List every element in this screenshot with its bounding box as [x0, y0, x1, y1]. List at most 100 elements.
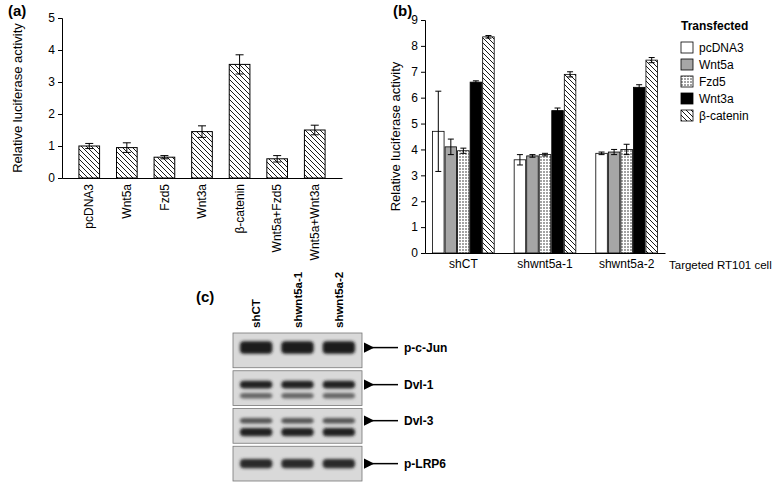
- tick-mark: [421, 149, 425, 150]
- x-axis: pcDNA3Wnt5aFzd5Wnt3aβ-cateninWnt5a+Fzd5W…: [63, 179, 343, 261]
- x-tick: shwnt5a-2: [599, 257, 655, 271]
- blot-panel: [233, 446, 362, 481]
- bar: [552, 111, 564, 253]
- axis-line: [421, 21, 426, 254]
- y-tick: 4: [48, 43, 62, 57]
- arrow: [372, 347, 398, 349]
- blot-band: [281, 341, 313, 354]
- error-bar: [555, 108, 561, 113]
- blot-panel: [233, 333, 362, 368]
- tick-mark: [421, 175, 425, 176]
- y-tick: 2: [411, 195, 425, 209]
- axis-line: [63, 178, 343, 179]
- x-tick: pcDNA3: [82, 184, 96, 229]
- tick-label: 0: [48, 171, 55, 185]
- error-bar: [542, 153, 548, 156]
- error-bar: [123, 143, 131, 153]
- x-tick: Wnt5a: [120, 184, 134, 219]
- bar: [539, 155, 551, 253]
- legend: Transfected pcDNA3 Wnt5a Fzd5 Wnt3a β-catenin: [681, 19, 749, 123]
- blot-panel: [233, 371, 362, 406]
- y-tick: 0: [411, 246, 425, 260]
- bar: [608, 152, 620, 253]
- blot-band: [281, 459, 313, 468]
- legend-swatch: [681, 110, 693, 121]
- bar: [633, 87, 645, 253]
- error-bar: [198, 126, 206, 138]
- axis-line: [58, 19, 63, 179]
- tick-label: shwnt5a-2: [599, 257, 655, 271]
- blot-row: [233, 371, 362, 406]
- panel-label: (b): [393, 2, 412, 19]
- row-label: Dvl-3: [404, 414, 434, 428]
- blot-band: [323, 459, 355, 468]
- tick-label: Wnt5a+Wnt3a: [308, 184, 322, 261]
- x-tick: Wnt5a+Wnt3a: [308, 184, 322, 261]
- tick-mark: [421, 98, 425, 99]
- tick-mark: [58, 114, 62, 115]
- arrow: [372, 463, 398, 465]
- blot-band: [240, 459, 272, 468]
- blot-band: [323, 381, 355, 389]
- y-tick: 1: [411, 220, 425, 234]
- x-tick: Wnt5a+Fzd5: [270, 184, 284, 253]
- legend-label: pcDNA3: [699, 41, 744, 55]
- blot-row: [233, 409, 362, 444]
- blot-band: [323, 428, 355, 436]
- tick-label: β-catenin: [233, 184, 247, 234]
- tick-mark: [58, 178, 62, 179]
- blot-band: [281, 393, 313, 399]
- x-tick: shwnt5a-1: [517, 257, 573, 271]
- y-tick: 2: [48, 107, 62, 121]
- tick-mark: [58, 146, 62, 147]
- blot-band: [323, 341, 355, 354]
- legend-title: Transfected: [681, 19, 748, 33]
- panel-label: (a): [8, 2, 26, 19]
- y-tick: 9: [411, 13, 425, 27]
- legend-swatch: [681, 59, 693, 70]
- y-tick: 0: [48, 171, 62, 185]
- legend-swatch: [681, 93, 693, 104]
- blot-row: [233, 333, 362, 368]
- tick-label: 8: [411, 39, 418, 53]
- error-bar: [473, 81, 479, 84]
- error-bar: [529, 155, 535, 158]
- tick-label: shwnt5a-1: [517, 257, 573, 271]
- plot-area: [433, 36, 658, 253]
- tick-mark: [421, 20, 425, 21]
- row-label: Dvl-1: [404, 378, 434, 392]
- figure: (a)Relative luciferase activity012345pcD…: [0, 0, 781, 485]
- blot-band: [240, 418, 272, 424]
- bar: [646, 60, 658, 253]
- bar: [564, 74, 576, 253]
- blot-band: [240, 393, 272, 399]
- legend-label: β-catenin: [699, 109, 749, 123]
- error-bar: [85, 143, 93, 148]
- error-bar: [599, 152, 605, 155]
- legend-label: Wnt3a: [699, 92, 734, 106]
- error-bar: [236, 55, 244, 74]
- legend-label: Fzd5: [699, 75, 726, 89]
- tick-label: 4: [48, 43, 55, 57]
- blot-band: [323, 393, 355, 399]
- blot-band: [240, 341, 272, 354]
- lane-label: shwnt5a-2: [333, 272, 345, 328]
- y-tick: 8: [411, 39, 425, 53]
- bar: [596, 153, 608, 253]
- bar: [229, 64, 250, 178]
- tick-mark: [58, 82, 62, 83]
- y-axis-title: Relative luciferase activity: [388, 61, 403, 211]
- tick-mark: [421, 46, 425, 47]
- error-bar: [485, 36, 491, 39]
- error-bar: [517, 155, 523, 165]
- legend-label: Wnt5a: [699, 58, 734, 72]
- bar: [192, 132, 213, 178]
- tick-mark: [421, 124, 425, 125]
- tick-mark: [421, 253, 425, 254]
- axis-line: [426, 253, 666, 254]
- y-axis: 0123456789: [411, 13, 425, 260]
- legend-swatch: [681, 76, 693, 87]
- y-tick: 6: [411, 91, 425, 105]
- y-tick: 5: [411, 117, 425, 131]
- blot-band: [323, 418, 355, 424]
